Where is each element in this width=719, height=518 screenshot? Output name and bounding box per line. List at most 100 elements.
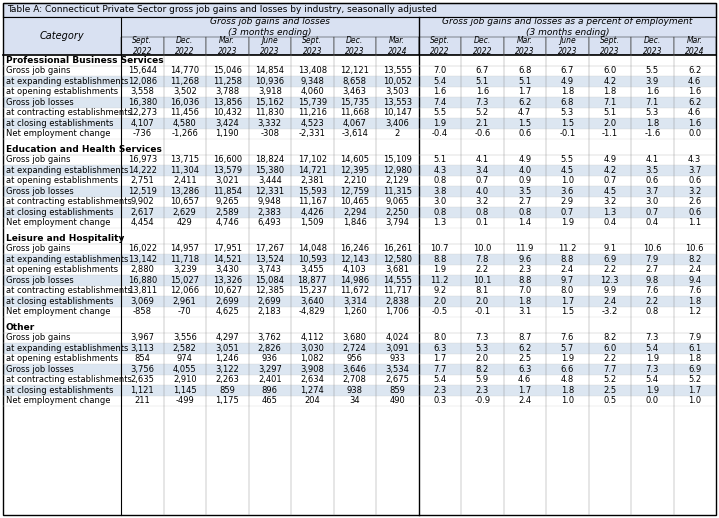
Text: 490: 490	[390, 396, 405, 405]
Bar	[3, 317, 716, 322]
Text: 1.0: 1.0	[688, 396, 701, 405]
Text: -308: -308	[260, 130, 279, 138]
Text: 15,735: 15,735	[340, 98, 370, 107]
Text: 5.2: 5.2	[603, 375, 616, 384]
Text: 2.7: 2.7	[646, 265, 659, 274]
Text: 8,658: 8,658	[343, 77, 367, 86]
Text: 6.6: 6.6	[561, 365, 574, 374]
Text: 2,263: 2,263	[215, 375, 239, 384]
Text: 5.3: 5.3	[561, 108, 574, 117]
Text: 7.3: 7.3	[475, 98, 489, 107]
Text: 4,055: 4,055	[173, 365, 196, 374]
Text: Dec.
2023: Dec. 2023	[345, 36, 365, 56]
Text: -3.2: -3.2	[602, 307, 618, 316]
Text: 3.8: 3.8	[433, 187, 446, 196]
Text: 6.8: 6.8	[561, 98, 574, 107]
Text: 1.9: 1.9	[433, 265, 446, 274]
Text: 7.0: 7.0	[433, 66, 446, 75]
Text: 2.7: 2.7	[518, 197, 531, 206]
Text: 4.1: 4.1	[646, 155, 659, 164]
Text: 13,408: 13,408	[298, 66, 327, 75]
Text: 1.7: 1.7	[518, 87, 531, 96]
Text: 15,109: 15,109	[383, 155, 412, 164]
Text: 3.9: 3.9	[646, 77, 659, 86]
Text: Net employment change: Net employment change	[6, 130, 111, 138]
Bar	[3, 65, 716, 76]
Text: 9.8: 9.8	[646, 276, 659, 285]
Text: 2.3: 2.3	[433, 386, 446, 395]
Text: 2.4: 2.4	[603, 297, 616, 306]
Text: Gross job gains and losses
(3 months ending): Gross job gains and losses (3 months end…	[210, 17, 330, 37]
Text: 8.0: 8.0	[433, 333, 446, 342]
Text: 1.6: 1.6	[646, 87, 659, 96]
Bar	[3, 186, 716, 196]
Text: 14,854: 14,854	[255, 66, 284, 75]
Text: Education and Health Services: Education and Health Services	[6, 145, 162, 154]
Text: 1.6: 1.6	[476, 87, 489, 96]
Text: -4,829: -4,829	[299, 307, 326, 316]
Text: 3,918: 3,918	[258, 87, 282, 96]
Text: 2,838: 2,838	[385, 297, 409, 306]
Text: 4,625: 4,625	[216, 307, 239, 316]
Text: 3,558: 3,558	[130, 87, 154, 96]
Text: 1.6: 1.6	[433, 87, 446, 96]
Text: 0.6: 0.6	[646, 176, 659, 185]
Text: 6.3: 6.3	[518, 365, 531, 374]
Bar	[3, 307, 716, 317]
Text: 974: 974	[177, 354, 193, 363]
Text: 4,067: 4,067	[343, 119, 367, 128]
Text: Dec.
2022: Dec. 2022	[472, 36, 492, 56]
Text: 854: 854	[134, 354, 150, 363]
Text: 12,066: 12,066	[170, 286, 199, 295]
Text: 11,167: 11,167	[298, 197, 327, 206]
Text: 5.1: 5.1	[518, 77, 531, 86]
Text: 13,579: 13,579	[213, 166, 242, 175]
Text: 3,051: 3,051	[216, 344, 239, 353]
Text: 2.5: 2.5	[603, 386, 616, 395]
Bar	[3, 139, 716, 144]
Text: Other: Other	[6, 323, 35, 332]
Text: 2,210: 2,210	[343, 176, 367, 185]
Text: 4.3: 4.3	[688, 155, 701, 164]
Text: -0.4: -0.4	[431, 130, 448, 138]
Text: 0.6: 0.6	[688, 208, 701, 217]
Bar	[461, 37, 503, 55]
Text: 4.7: 4.7	[518, 108, 531, 117]
Text: 1,260: 1,260	[343, 307, 367, 316]
Text: 5.5: 5.5	[561, 155, 574, 164]
Text: 16,036: 16,036	[170, 98, 199, 107]
Text: 6.9: 6.9	[688, 365, 701, 374]
Text: 10,936: 10,936	[255, 77, 284, 86]
Text: 2,708: 2,708	[343, 375, 367, 384]
Text: 3,332: 3,332	[257, 119, 282, 128]
Bar	[3, 353, 716, 364]
Text: 1.6: 1.6	[688, 119, 701, 128]
Bar	[3, 118, 716, 128]
Text: 14,222: 14,222	[128, 166, 157, 175]
Text: 3,091: 3,091	[385, 344, 409, 353]
Text: -499: -499	[175, 396, 194, 405]
Bar	[546, 37, 588, 55]
Text: Gross job losses: Gross job losses	[6, 276, 74, 285]
Text: at closing establishments: at closing establishments	[6, 208, 114, 217]
Text: 7.3: 7.3	[475, 333, 489, 342]
Text: 6.9: 6.9	[603, 255, 616, 264]
Text: 5.9: 5.9	[476, 375, 489, 384]
Text: 1,082: 1,082	[301, 354, 324, 363]
Text: Dec.
2022: Dec. 2022	[175, 36, 195, 56]
Text: 8.2: 8.2	[603, 333, 616, 342]
Text: 8.8: 8.8	[518, 276, 531, 285]
Text: 10,432: 10,432	[213, 108, 242, 117]
Text: 3,069: 3,069	[130, 297, 154, 306]
Text: 10,465: 10,465	[340, 197, 370, 206]
Text: 2,629: 2,629	[173, 208, 196, 217]
Bar	[3, 385, 716, 396]
Text: Gross job losses: Gross job losses	[6, 187, 74, 196]
Text: 9.2: 9.2	[433, 286, 446, 295]
Text: 3,743: 3,743	[257, 265, 282, 274]
Text: 1,274: 1,274	[301, 386, 324, 395]
Text: 10.7: 10.7	[431, 244, 449, 253]
Text: 2.1: 2.1	[476, 119, 489, 128]
Text: 12,086: 12,086	[128, 77, 157, 86]
Text: 3,503: 3,503	[385, 87, 409, 96]
